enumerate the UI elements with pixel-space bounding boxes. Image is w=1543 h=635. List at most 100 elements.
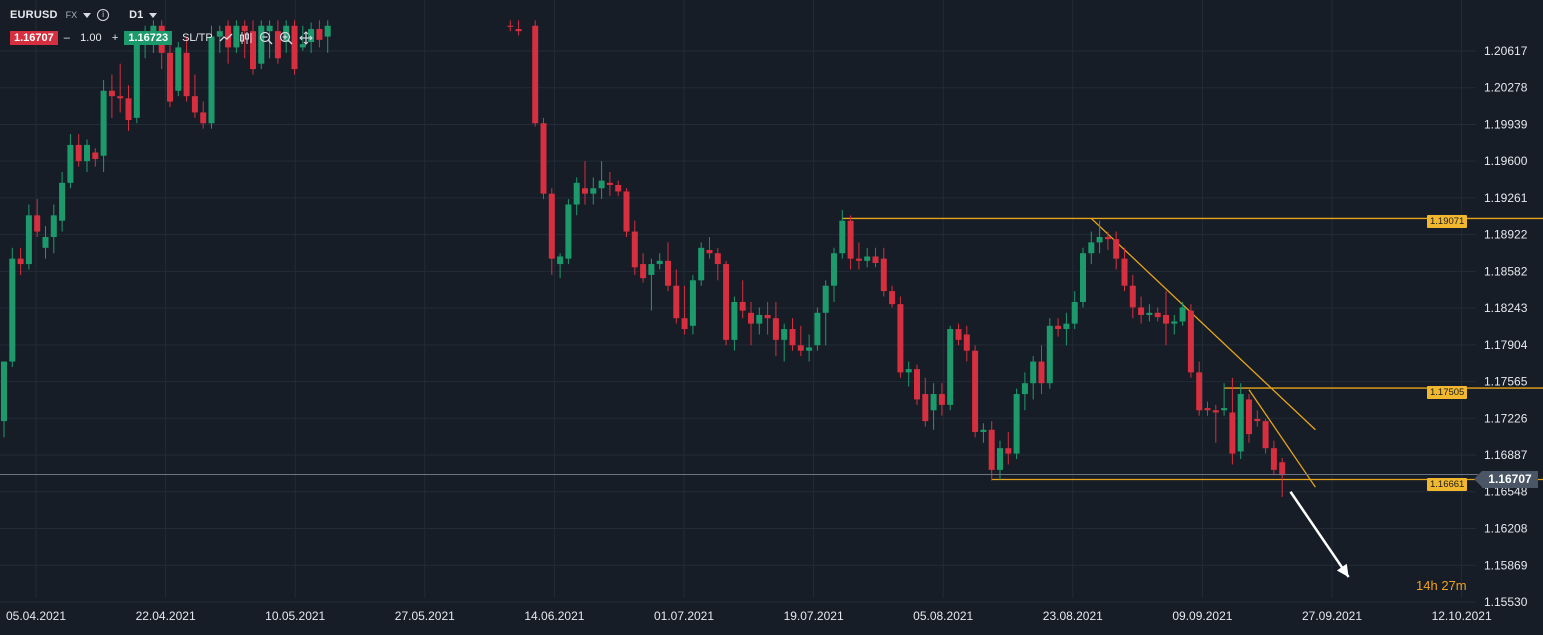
candle-body [108,90,115,97]
candle [1146,304,1153,322]
candle-body [250,31,256,70]
candle-body [34,215,41,232]
candle [100,79,107,172]
candle-body [573,182,580,205]
date-tick-label: 05.04.2021 [6,609,66,623]
candle [183,36,190,102]
candle-body [980,429,987,432]
candle-body [75,144,82,162]
candle-body [283,25,290,43]
candle [316,20,323,48]
trend-lines [842,217,1543,488]
line-chart-icon[interactable] [219,31,233,45]
decrease-quantity-button[interactable]: – [63,32,70,44]
candle [938,383,945,416]
pan-move-icon[interactable] [298,31,313,45]
candle-body [1104,236,1111,240]
time-axis: 05.04.2021 22.04.2021 10.05.2021 27.05.2021… [6,609,1492,623]
candle-body [59,182,66,221]
candle-body [947,329,954,405]
candle [191,74,198,118]
candle [125,85,132,131]
resistance-price-tag[interactable]: 1.19071 [1427,215,1468,228]
quantity-stepper[interactable]: – 1.00 + [64,32,119,44]
candle-body [1038,361,1045,384]
candle [175,42,182,97]
candle-body [274,31,281,59]
candle [631,220,638,275]
candle-body [1154,312,1161,318]
candle [548,188,555,275]
sl-tp-button[interactable]: SL/TP [182,32,213,44]
date-tick-label: 27.09.2021 [1302,609,1362,623]
chart-toolbar: EURUSD FX i D1 1.16707 – 1.00 + 1.16723 … [0,0,340,54]
date-tick-label: 19.07.2021 [784,609,844,623]
candle [648,258,655,311]
candle [839,209,846,259]
candle-body [1088,242,1095,254]
candle-body [1138,307,1145,315]
date-tick-label: 10.05.2021 [265,609,325,623]
info-icon[interactable]: i [97,9,110,21]
candle [532,20,539,127]
forecast-arrow-shaft [1289,491,1350,578]
candle-body [606,182,613,185]
candle-body [797,345,804,351]
candle-body [1246,399,1252,435]
mid-level-price-tag[interactable]: 1.17505 [1427,386,1468,399]
candle [84,139,90,172]
candle-body [631,231,638,268]
symbol-label[interactable]: EURUSD [10,9,58,21]
candle-body [1237,394,1244,452]
candle [108,74,115,118]
symbol-dropdown-icon[interactable] [83,12,92,18]
candle [1254,410,1261,427]
candle-body [266,25,273,32]
candle [963,325,970,362]
candle-body [997,448,1003,470]
candle-body [963,334,970,351]
increase-quantity-button[interactable]: + [111,32,119,44]
date-tick-label: 23.08.2021 [1043,609,1103,623]
candle-body [200,112,207,124]
candle [1262,418,1269,454]
candle-body [191,96,198,113]
candle-body [889,291,896,305]
timeframe-label[interactable]: D1 [129,9,144,21]
candle-body [731,301,738,340]
candle-body [25,215,32,265]
candle [59,171,66,232]
candle-body [208,36,215,124]
candles-icon[interactable] [239,31,253,45]
candle [557,253,564,279]
candle [797,325,804,357]
quantity-value[interactable]: 1.00 [80,32,102,44]
candle-body [1196,372,1203,411]
price-tick-label: 1.19939 [1484,117,1528,131]
buy-price-button[interactable]: 1.16723 [124,31,173,45]
zoom-out-icon[interactable] [259,31,273,45]
timeframe-dropdown-icon[interactable] [149,12,158,18]
candle-body [972,350,979,432]
candle [640,253,647,283]
support-price-tag[interactable]: 1.16661 [1427,478,1468,491]
candle-body [1171,321,1178,324]
candle-body [100,90,107,156]
candle [905,361,912,387]
candle-body [67,144,74,183]
zoom-in-icon[interactable] [279,31,293,45]
candle [1113,231,1120,270]
candle [1279,457,1286,497]
candle [1237,383,1244,460]
downtrend-upper-line [1090,217,1316,431]
candle-body [1212,410,1219,413]
candle [1229,377,1236,465]
candle-body [308,29,315,43]
candle-body [615,184,622,192]
timer-minutes: 27 [1441,578,1456,593]
candle-body [216,31,223,37]
candle [42,226,49,259]
candle-body [1129,285,1136,308]
sell-price-button[interactable]: 1.16707 [10,31,58,45]
